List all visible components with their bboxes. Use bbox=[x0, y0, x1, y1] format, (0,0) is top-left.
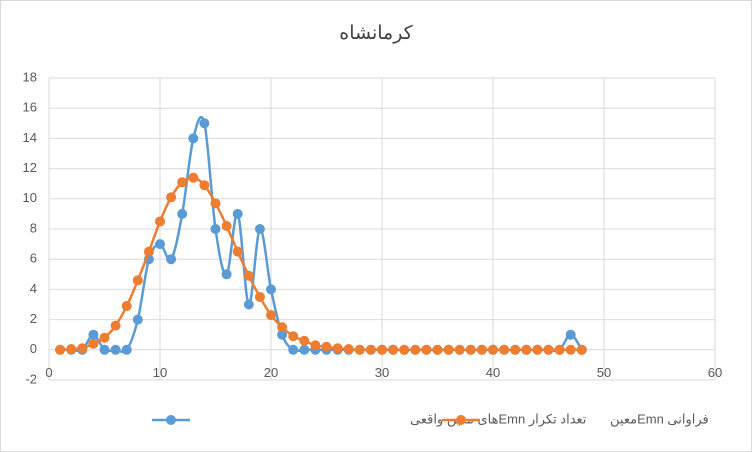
y-tick-label: -2 bbox=[25, 371, 37, 386]
data-point bbox=[421, 344, 432, 355]
data-point bbox=[454, 344, 465, 355]
data-point bbox=[143, 246, 154, 257]
chart-title: کرمانشاه bbox=[339, 23, 413, 44]
data-point bbox=[155, 239, 165, 250]
data-point bbox=[66, 344, 77, 355]
legend-marker bbox=[166, 415, 176, 425]
data-point bbox=[210, 224, 221, 234]
data-point bbox=[288, 344, 299, 355]
data-point bbox=[521, 344, 532, 355]
y-tick-label: 2 bbox=[30, 311, 37, 326]
data-point bbox=[254, 224, 265, 234]
y-tick-label: 0 bbox=[30, 341, 37, 356]
data-point bbox=[221, 220, 232, 231]
data-point bbox=[210, 198, 221, 209]
legend-label: فراوانی Emnمعین bbox=[610, 411, 709, 427]
data-point bbox=[188, 133, 199, 144]
data-point bbox=[110, 344, 121, 355]
data-point bbox=[121, 301, 132, 312]
data-point bbox=[299, 335, 310, 346]
x-tick-label: 30 bbox=[375, 365, 389, 380]
data-point bbox=[354, 344, 365, 355]
data-point bbox=[343, 344, 354, 355]
y-tick-label: 18 bbox=[23, 69, 37, 84]
data-point bbox=[121, 344, 132, 355]
data-point bbox=[299, 344, 310, 355]
x-tick-label: 20 bbox=[264, 365, 278, 380]
data-point bbox=[399, 344, 410, 355]
data-point bbox=[55, 344, 66, 355]
data-point bbox=[310, 340, 321, 351]
data-point bbox=[499, 344, 510, 355]
data-point bbox=[554, 344, 565, 355]
y-tick-label: 6 bbox=[30, 251, 37, 266]
data-point bbox=[488, 344, 498, 355]
data-point bbox=[266, 284, 276, 295]
data-point bbox=[465, 344, 476, 355]
data-point bbox=[99, 344, 110, 355]
y-tick-label: 14 bbox=[23, 130, 37, 145]
y-tick-label: 10 bbox=[23, 190, 37, 205]
data-point bbox=[332, 343, 343, 354]
data-point bbox=[199, 118, 210, 129]
data-point bbox=[177, 177, 188, 188]
y-tick-label: 4 bbox=[30, 281, 37, 296]
data-point bbox=[232, 208, 243, 219]
data-point bbox=[132, 314, 143, 325]
data-point bbox=[565, 329, 576, 340]
y-tick-label: 8 bbox=[30, 220, 37, 235]
data-point bbox=[410, 344, 421, 355]
data-point bbox=[221, 269, 232, 280]
y-tick-label: 16 bbox=[23, 100, 37, 115]
data-point bbox=[576, 344, 587, 355]
x-tick-label: 40 bbox=[486, 365, 500, 380]
data-point bbox=[543, 344, 554, 355]
data-point bbox=[476, 344, 487, 355]
data-point bbox=[232, 246, 243, 257]
x-tick-label: 0 bbox=[45, 365, 52, 380]
legend-marker bbox=[456, 415, 466, 425]
data-point bbox=[166, 192, 177, 203]
data-point bbox=[77, 343, 88, 354]
x-tick-label: 60 bbox=[708, 365, 722, 380]
data-point bbox=[277, 322, 288, 333]
data-point bbox=[155, 216, 165, 227]
x-tick-label: 10 bbox=[153, 365, 167, 380]
data-point bbox=[532, 344, 543, 355]
data-point bbox=[510, 344, 521, 355]
data-point bbox=[277, 329, 288, 340]
data-point bbox=[132, 275, 143, 286]
data-point bbox=[188, 172, 199, 183]
data-point bbox=[565, 344, 576, 355]
data-point bbox=[243, 270, 254, 281]
data-point bbox=[243, 299, 254, 310]
data-point bbox=[254, 291, 265, 302]
data-point bbox=[88, 338, 99, 349]
x-tick-label: 50 bbox=[597, 365, 611, 380]
data-point bbox=[110, 320, 121, 331]
data-point bbox=[177, 208, 188, 219]
data-point bbox=[365, 344, 376, 355]
data-point bbox=[432, 344, 443, 355]
legend-label: تعداد تکرار Emnهای معین واقعی bbox=[410, 411, 587, 427]
data-point bbox=[321, 341, 332, 352]
data-point bbox=[88, 329, 99, 340]
data-point bbox=[99, 332, 110, 343]
data-point bbox=[443, 344, 454, 355]
data-point bbox=[266, 310, 276, 321]
y-tick-label: 12 bbox=[23, 160, 37, 175]
data-point bbox=[166, 254, 177, 265]
data-point bbox=[199, 180, 210, 191]
data-point bbox=[288, 331, 299, 342]
data-point bbox=[388, 344, 399, 355]
data-point bbox=[377, 344, 387, 355]
